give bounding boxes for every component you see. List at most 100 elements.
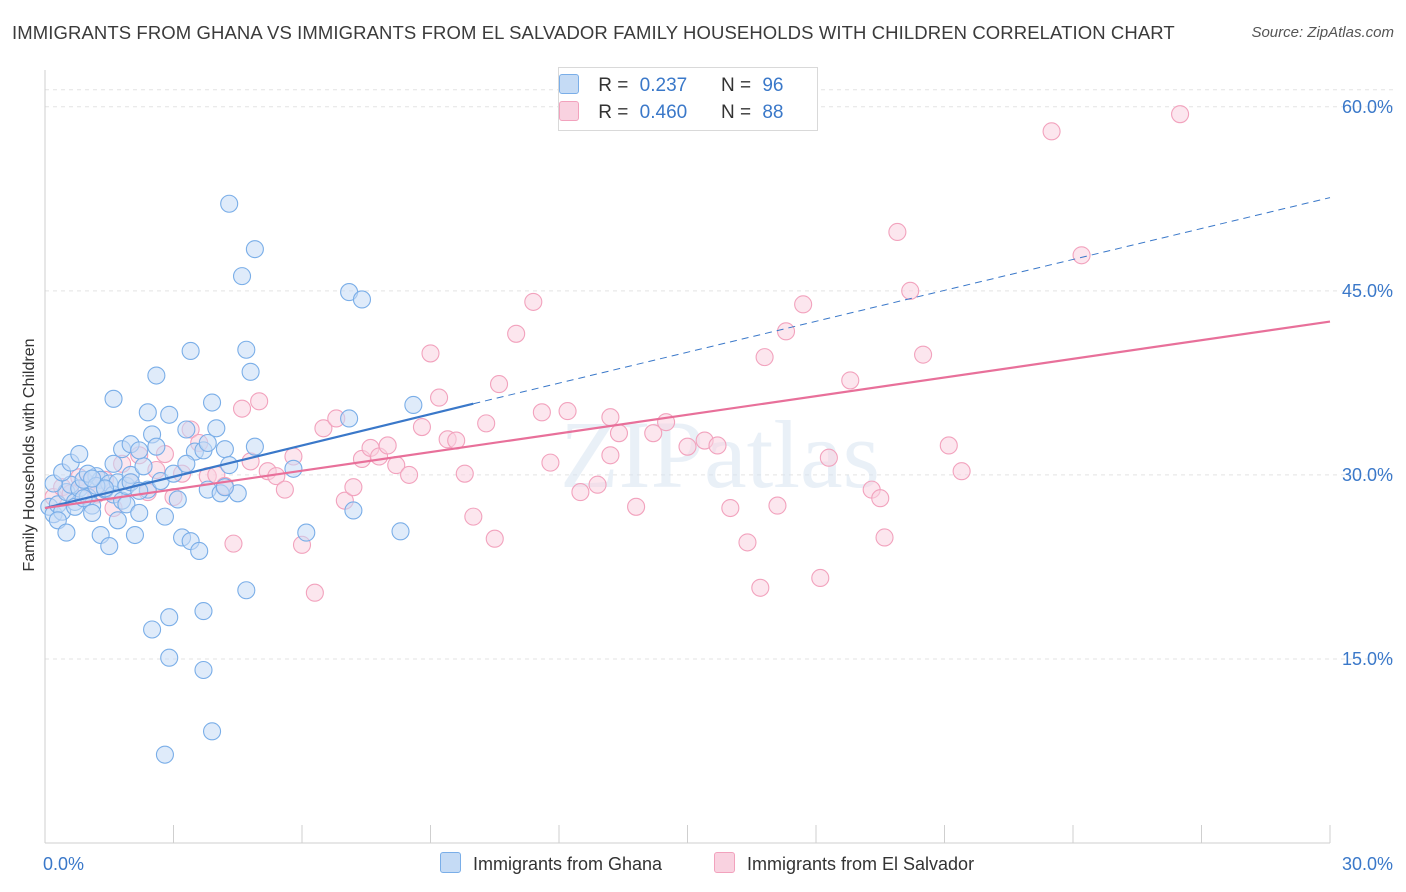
ghana-point [352, 290, 372, 309]
x-tick-label: 0.0% [43, 854, 84, 874]
elsalvador-point [232, 399, 252, 418]
legend-item-elsalvador[interactable]: Immigrants from El Salvador [714, 852, 974, 875]
ghana-legend-label: Immigrants from Ghana [473, 854, 663, 874]
elsalvador-point [250, 392, 269, 411]
elsalvador-point [1042, 122, 1061, 141]
y-tick-label: 15.0% [1342, 649, 1393, 669]
ghana-point [237, 340, 256, 359]
ghana-point [207, 419, 226, 438]
ghana-point [155, 745, 174, 764]
elsalvador-point [477, 414, 496, 433]
elsalvador-point [378, 436, 397, 455]
elsalvador-point [224, 534, 243, 553]
elsalvador-point [939, 436, 958, 455]
elsalvador-swatch [559, 101, 579, 121]
legend-row-elsalvador: R = 0.460 N = 88 [559, 101, 783, 125]
ghana-point [104, 454, 123, 473]
elsalvador-point [811, 568, 830, 588]
n-label: N = [720, 102, 752, 123]
trend-extension [473, 197, 1331, 405]
elsalvador-point [871, 489, 890, 508]
elsalvador-point [776, 322, 796, 341]
ghana-point [344, 501, 363, 520]
elsalvador-point [524, 292, 543, 311]
elsalvador-r-value: 0.460 [639, 102, 688, 123]
elsalvador-point [412, 418, 431, 437]
data-points [40, 105, 1190, 764]
elsalvador-point [344, 478, 363, 497]
ghana-point [297, 523, 316, 542]
ghana-point [134, 457, 153, 476]
ghana-point [245, 240, 264, 259]
ghana-point [83, 503, 102, 522]
ghana-point [340, 409, 359, 428]
elsalvador-point [819, 448, 838, 467]
correlation-legend: R = 0.237 N = 96 R = 0.460 N = 88 [558, 67, 818, 131]
elsalvador-point [875, 528, 894, 547]
legend-item-ghana[interactable]: Immigrants from Ghana [440, 852, 662, 875]
ghana-point [404, 395, 423, 415]
elsalvador-point [751, 578, 770, 597]
trend-lines [44, 197, 1331, 510]
n-label: N = [720, 75, 752, 96]
ghana-point [203, 722, 222, 741]
ghana-legend-swatch [440, 852, 461, 873]
elsalvador-point [489, 375, 509, 394]
elsalvador-legend-swatch [714, 852, 735, 873]
ghana-point [284, 459, 303, 478]
source-credit: Source: ZipAtlas.com [1251, 24, 1394, 41]
y-tick-label: 30.0% [1342, 465, 1393, 485]
elsalvador-point [601, 446, 620, 465]
ghana-point [215, 440, 234, 459]
elsalvador-point [275, 480, 294, 499]
elsalvador-point [421, 344, 440, 363]
ghana-swatch [559, 74, 579, 94]
elsalvador-point [721, 498, 740, 518]
elsalvador-point [507, 324, 526, 343]
ghana-point [104, 389, 123, 408]
ghana-point [83, 469, 102, 488]
ghana-point [220, 194, 239, 213]
ghana-point [203, 393, 222, 412]
elsalvador-trend-line [44, 320, 1331, 510]
ghana-point [181, 341, 200, 361]
elsalvador-point [1171, 105, 1190, 124]
ghana-point [138, 403, 157, 422]
ghana-r-value: 0.237 [639, 75, 688, 96]
ghana-point [125, 525, 144, 545]
elsalvador-point [888, 222, 907, 242]
elsalvador-point [768, 496, 787, 515]
elsalvador-point [755, 348, 774, 367]
elsalvador-point [314, 419, 333, 438]
elsalvador-point [627, 497, 646, 516]
elsalvador-point [305, 583, 324, 602]
elsalvador-point [455, 464, 474, 483]
elsalvador-point [794, 295, 813, 314]
ghana-point [143, 620, 162, 639]
ghana-point [147, 437, 166, 456]
ghana-point [160, 648, 179, 667]
r-label: R = [598, 102, 629, 123]
elsalvador-point [708, 436, 727, 455]
ghana-point [198, 433, 217, 453]
elsalvador-point [952, 462, 971, 481]
ghana-point [168, 490, 187, 509]
elsalvador-point [400, 465, 419, 484]
ghana-point [237, 581, 256, 600]
elsalvador-legend-label: Immigrants from El Salvador [747, 854, 975, 874]
ghana-point [160, 405, 179, 424]
r-label: R = [598, 75, 629, 96]
elsalvador-point [644, 424, 663, 443]
elsalvador-point [430, 388, 449, 407]
elsalvador-point [541, 453, 560, 472]
ghana-point [194, 602, 213, 621]
ghana-n-value: 96 [762, 75, 784, 96]
elsalvador-point [901, 281, 920, 300]
elsalvador-point [914, 345, 933, 364]
elsalvador-point [738, 533, 757, 552]
elsalvador-point [588, 475, 607, 494]
ghana-point [160, 608, 179, 627]
legend-row-ghana: R = 0.237 N = 96 [559, 74, 784, 98]
elsalvador-point [571, 483, 590, 502]
ghana-point [391, 522, 410, 541]
